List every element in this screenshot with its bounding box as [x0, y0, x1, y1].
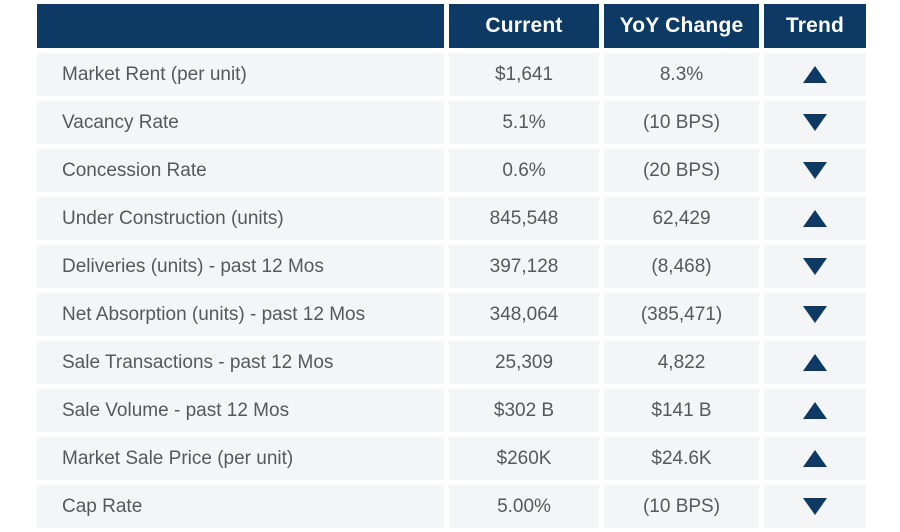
- yoy-change-cell: (20 BPS): [604, 149, 759, 192]
- metric-label-cell: Market Rent (per unit): [37, 53, 444, 96]
- current-value-cell: 397,128: [449, 245, 599, 288]
- current-value-cell: 5.1%: [449, 101, 599, 144]
- metric-label-cell: Sale Transactions - past 12 Mos: [37, 341, 444, 384]
- metric-label-cell: Market Sale Price (per unit): [37, 437, 444, 480]
- trend-arrow-icon: [803, 450, 827, 467]
- current-value-cell: $260K: [449, 437, 599, 480]
- trend-cell: [764, 293, 866, 336]
- trend-cell: [764, 437, 866, 480]
- current-value-cell: 0.6%: [449, 149, 599, 192]
- trend-cell: [764, 101, 866, 144]
- trend-arrow-icon: [803, 162, 827, 179]
- yoy-change-cell: 62,429: [604, 197, 759, 240]
- column-header-current: Current: [449, 4, 599, 48]
- column-header-yoy-change: YoY Change: [604, 4, 759, 48]
- current-value-cell: 25,309: [449, 341, 599, 384]
- yoy-change-cell: 4,822: [604, 341, 759, 384]
- corner-header-cell: [37, 4, 444, 48]
- yoy-change-cell: (8,468): [604, 245, 759, 288]
- metric-label-cell: Deliveries (units) - past 12 Mos: [37, 245, 444, 288]
- trend-arrow-icon: [803, 354, 827, 371]
- market-stats-table: Current YoY Change Trend Market Rent (pe…: [37, 4, 866, 528]
- trend-cell: [764, 197, 866, 240]
- trend-cell: [764, 389, 866, 432]
- trend-cell: [764, 53, 866, 96]
- yoy-change-cell: $24.6K: [604, 437, 759, 480]
- trend-arrow-icon: [803, 258, 827, 275]
- trend-arrow-icon: [803, 66, 827, 83]
- trend-cell: [764, 341, 866, 384]
- current-value-cell: 845,548: [449, 197, 599, 240]
- yoy-change-cell: (10 BPS): [604, 101, 759, 144]
- yoy-change-cell: (385,471): [604, 293, 759, 336]
- metric-label-cell: Sale Volume - past 12 Mos: [37, 389, 444, 432]
- yoy-change-cell: 8.3%: [604, 53, 759, 96]
- metric-label-cell: Vacancy Rate: [37, 101, 444, 144]
- trend-arrow-icon: [803, 210, 827, 227]
- current-value-cell: 5.00%: [449, 485, 599, 528]
- trend-arrow-icon: [803, 306, 827, 323]
- current-value-cell: $1,641: [449, 53, 599, 96]
- trend-cell: [764, 149, 866, 192]
- yoy-change-cell: (10 BPS): [604, 485, 759, 528]
- trend-cell: [764, 485, 866, 528]
- metric-label-cell: Net Absorption (units) - past 12 Mos: [37, 293, 444, 336]
- current-value-cell: $302 B: [449, 389, 599, 432]
- trend-arrow-icon: [803, 114, 827, 131]
- metric-label-cell: Under Construction (units): [37, 197, 444, 240]
- yoy-change-cell: $141 B: [604, 389, 759, 432]
- trend-cell: [764, 245, 866, 288]
- column-header-trend: Trend: [764, 4, 866, 48]
- metric-label-cell: Cap Rate: [37, 485, 444, 528]
- current-value-cell: 348,064: [449, 293, 599, 336]
- metric-label-cell: Concession Rate: [37, 149, 444, 192]
- trend-arrow-icon: [803, 402, 827, 419]
- trend-arrow-icon: [803, 498, 827, 515]
